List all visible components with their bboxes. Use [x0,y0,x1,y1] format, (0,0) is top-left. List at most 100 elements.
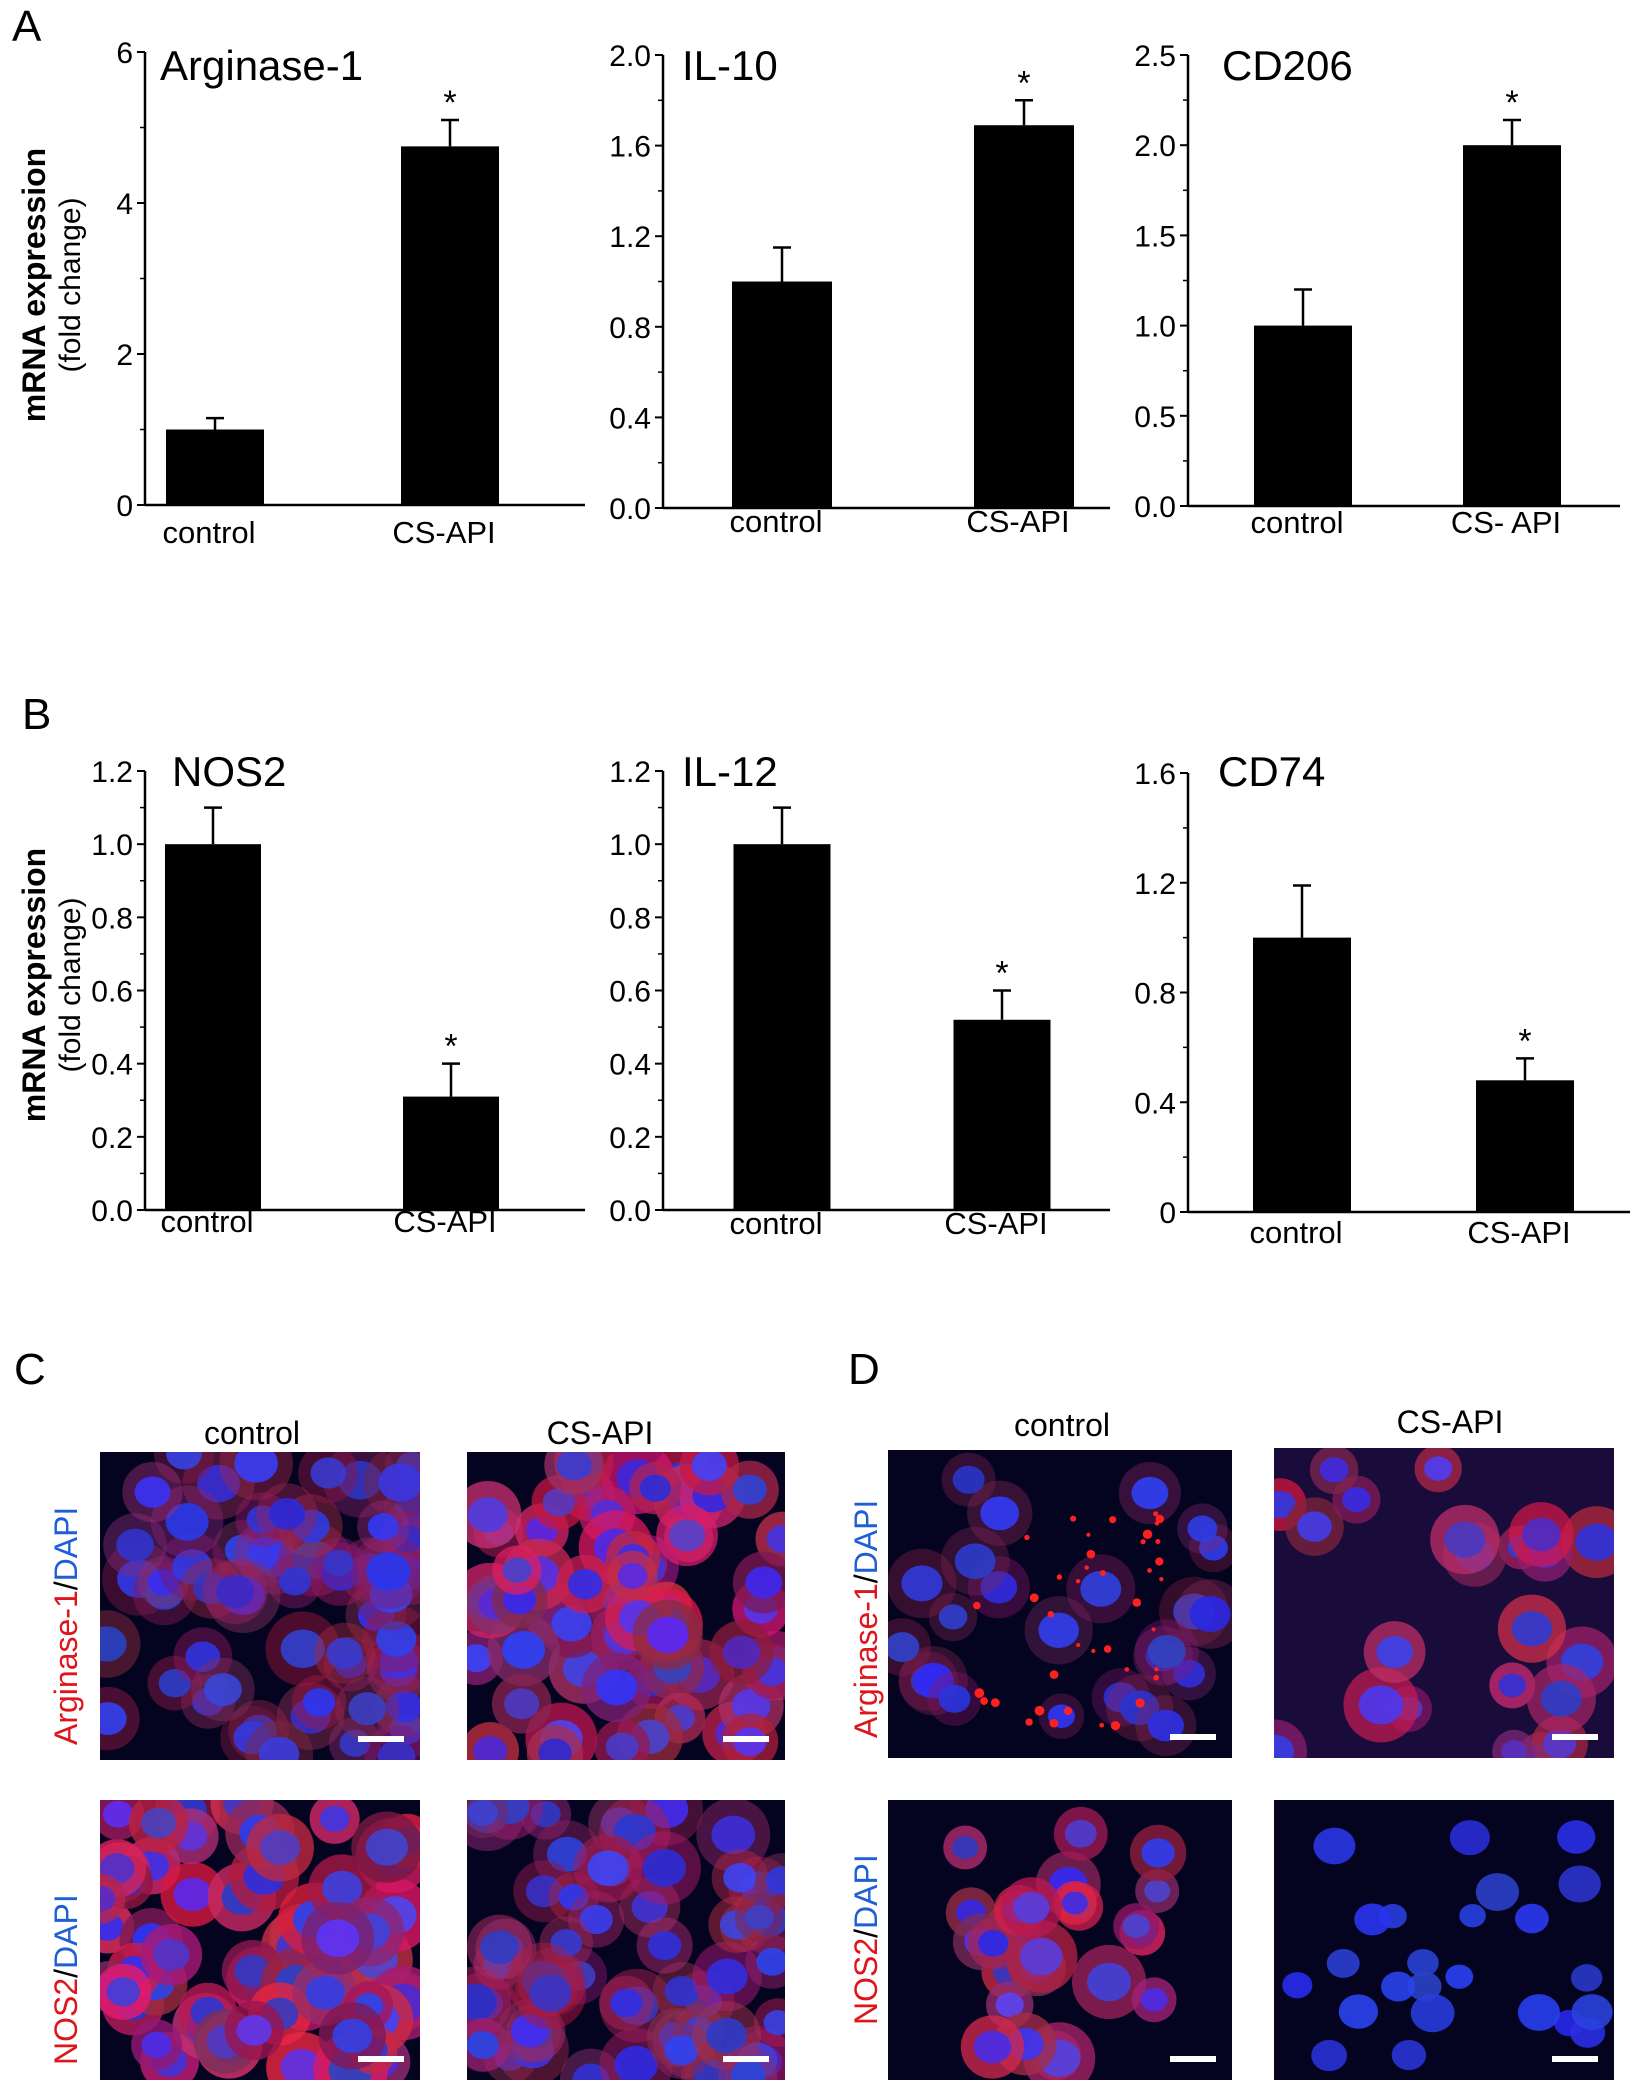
chart-title: IL-10 [682,42,778,89]
stain-granule [1147,1568,1152,1573]
cell-nucleus [1571,1964,1603,1992]
y-tick-label: 1.0 [609,829,651,862]
significance-marker: * [443,84,456,122]
y-tick-label: 0.0 [609,493,651,526]
stain-separator: / [48,1581,84,1591]
panel-c-row2-label: NOS2/DAPI [48,1894,85,2065]
micrograph-d-arginase-control [888,1450,1232,1758]
cell-nucleus [706,2017,748,2054]
stain-granule [1099,1570,1106,1576]
scale-bar [723,1736,769,1742]
cell-nucleus [366,1552,411,1591]
y-tick-label: 2 [116,339,133,372]
significance-marker: * [995,955,1008,993]
stain-granule [1075,1578,1081,1584]
cell-nucleus [567,1568,603,1600]
x-category-label: control [162,515,255,550]
cell-nucleus [367,1513,399,1541]
stain-granule [1110,1720,1121,1731]
y-tick-label: 1.6 [609,131,651,164]
cell-nucleus [1326,1948,1360,1978]
y-tick-label: 1.0 [1134,311,1176,344]
stain-granule [974,1688,985,1698]
bar [1254,325,1352,506]
cell-nucleus [579,1904,613,1935]
cell-nucleus [268,1498,306,1530]
scale-bar [358,2056,404,2062]
stain-separator: / [848,1574,884,1584]
y-tick-label: 0.0 [1134,491,1176,524]
y-tick-label: 0.4 [1134,1087,1176,1120]
cell-nucleus [1038,1612,1079,1648]
panel-letter-a: A [12,2,42,51]
stain-granule [1034,1705,1045,1716]
x-category-label: control [1250,505,1343,540]
cell-nucleus [1543,1729,1577,1758]
cell-nucleus [745,1566,783,1599]
cell-nucleus [100,1885,116,1912]
micrograph-c-nos2-control [100,1800,420,2080]
cell-nucleus [502,1631,545,1669]
cell-nucleus [1189,1595,1231,1633]
stain-granule [1084,1565,1089,1570]
micrograph-d-nos2-csapi [1274,1800,1614,2080]
cell-nucleus [305,1975,345,2010]
stain-granule [1076,1642,1081,1648]
cell-nucleus [467,1497,508,1533]
y-axis-title-sub: (fold change) [54,897,87,1072]
cell-nucleus [901,1565,943,1602]
cell-nucleus [310,1457,347,1489]
cell-nucleus [153,1938,190,1971]
cell-nucleus [732,1474,767,1505]
stain-granule [1049,1670,1059,1679]
cell-nucleus [468,1800,499,1826]
micrograph-canvas [888,1800,1232,2080]
cell-nucleus [664,2035,699,2066]
y-tick-label: 6 [116,37,133,70]
cell-nucleus [1354,1903,1391,1936]
y-tick-label: 0.6 [91,976,133,1009]
cell-nucleus [234,1452,278,1483]
cell-nucleus [1444,1521,1486,1558]
cell-nucleus [1391,2040,1427,2071]
cell-nucleus [1313,1827,1356,1865]
significance-marker: * [1017,64,1030,102]
panel-a-y-axis-title: mRNA expression (fold change) [16,148,87,422]
cell-nucleus [1540,1680,1582,1717]
y-tick-label: 1.2 [1134,868,1176,901]
bar [732,281,832,508]
cell-nucleus [378,1463,420,1502]
cell-nucleus [538,1738,572,1760]
cell-nucleus [185,1641,221,1672]
y-tick-label: 1.5 [1134,220,1176,253]
cell-nucleus [1522,1517,1561,1552]
stain-granule [1155,1514,1165,1524]
panel-d-row2-label: NOS2/DAPI [848,1854,885,2025]
cell-nucleus [691,1452,727,1481]
stain-granule [1155,1557,1164,1566]
cell-nucleus [756,1947,785,1976]
cell-nucleus [1141,1838,1175,1868]
stain-granule [1154,1666,1159,1672]
cell-nucleus [332,2018,373,2054]
cell-nucleus [1147,1709,1184,1742]
stain-granule [1153,1511,1159,1517]
cell-nucleus [467,2030,499,2059]
cell-nucleus [1575,1523,1614,1561]
x-category-label: control [729,504,822,539]
chart-arginase-1: 0 2 4 6 control * CS-API Arginase-1 [116,37,585,550]
stain-granule [1091,1648,1096,1654]
cell-nucleus [1338,1994,1379,2029]
cell-nucleus [1501,1740,1527,1758]
cell-nucleus [1319,1457,1349,1483]
cell-nucleus [642,1848,686,1888]
micrograph-canvas [467,1800,785,2080]
cell-nucleus [610,1988,643,2018]
counterstain-label: DAPI [848,1499,884,1575]
stain-granule [1025,1718,1033,1726]
chart-title: IL-12 [682,748,778,795]
stain-granule [980,1697,989,1705]
cell-nucleus [980,1496,1020,1531]
bar [953,1019,1051,1210]
cell-nucleus [116,1528,154,1562]
